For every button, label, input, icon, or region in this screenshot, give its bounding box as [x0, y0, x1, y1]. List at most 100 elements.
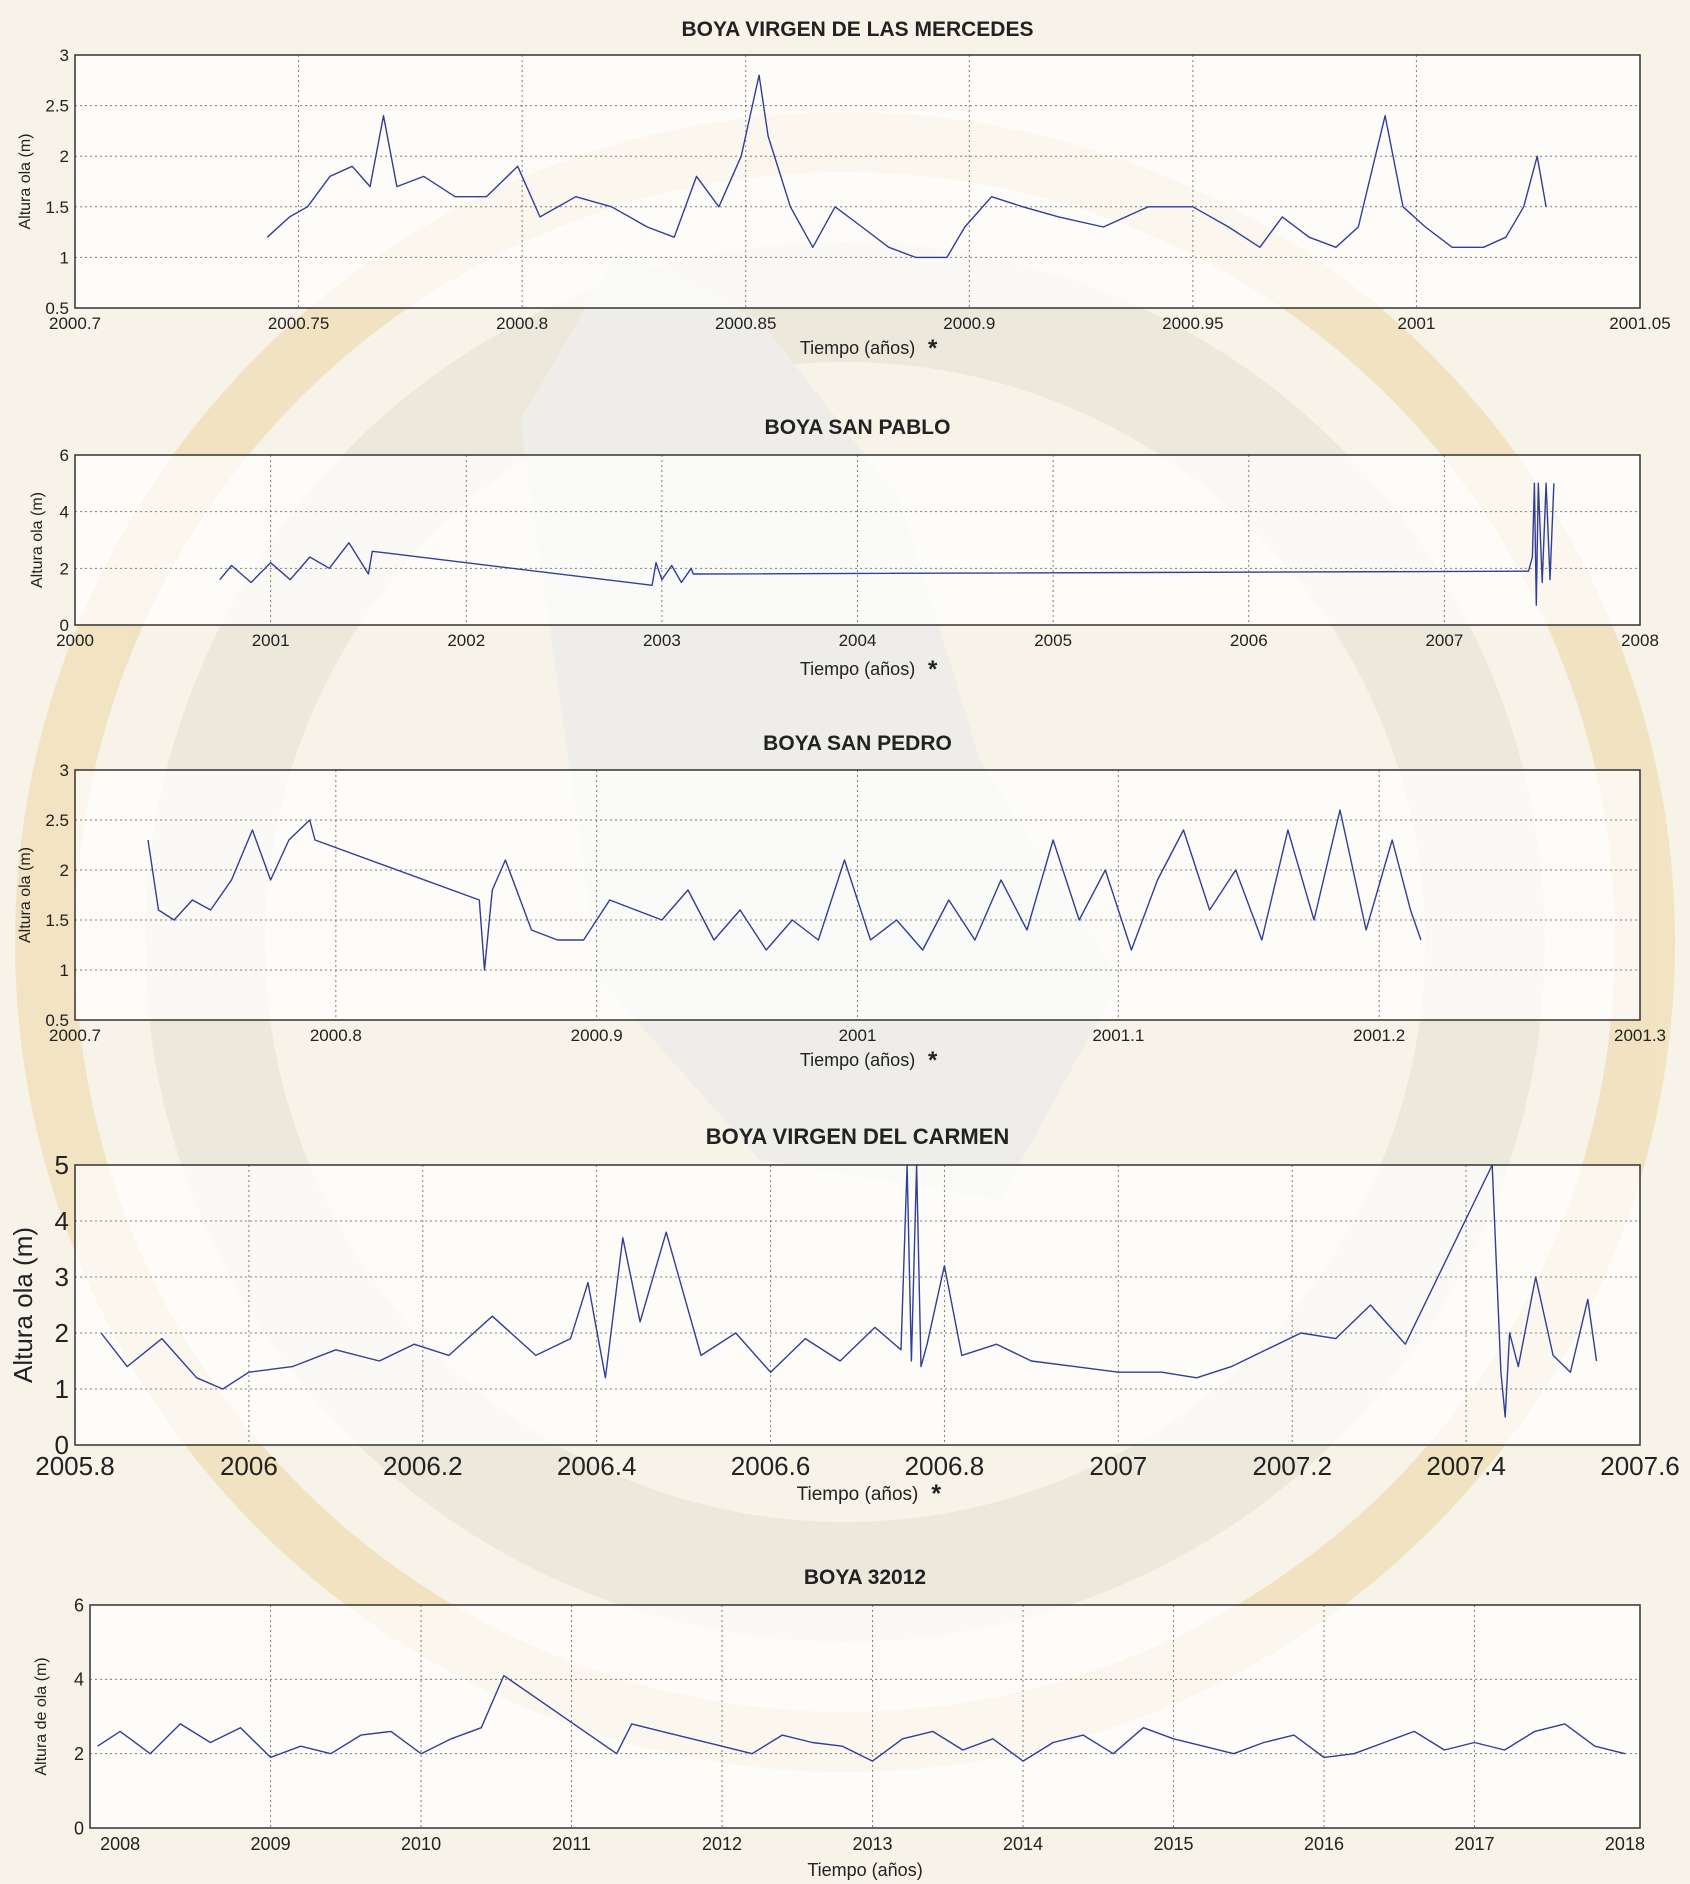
x-tick-label: 2000.7	[49, 314, 101, 333]
x-tick-label: 2001.3	[1614, 1026, 1666, 1045]
x-tick-label: 2005.8	[35, 1451, 115, 1481]
plot-frame	[74, 1164, 1641, 1446]
y-tick-label: 1.5	[45, 198, 69, 217]
chart-panel-4: 2005.8 2006 2006.2 2006.4 2006.6 2006.8 2007 20…	[8, 1124, 1680, 1508]
y-axis-label: Altura de ola (m)	[33, 1657, 50, 1775]
x-tick-label: 2000.75	[268, 314, 329, 333]
plot-frame	[89, 1604, 1641, 1829]
wave-height-series-line	[219, 482, 1555, 606]
chart-panel-2: 2000 2001 2002 2003 2004 2005 2006 2007 2008 0 2 4 6…	[29, 416, 1659, 683]
x-tick-label: 2005	[1034, 631, 1072, 650]
x-tick-label: 2000.8	[496, 314, 548, 333]
y-tick-label: 3	[60, 761, 69, 780]
x-tick-label: 2001.05	[1609, 314, 1670, 333]
wave-height-series-line	[147, 809, 1422, 971]
x-tick-label: 2001	[252, 631, 290, 650]
x-tick-label: 2000.7	[49, 1026, 101, 1045]
x-tick-label: 2012	[702, 1834, 742, 1854]
x-axis-label: Tiempo (años)	[807, 1860, 922, 1880]
x-tick-label: 2001	[839, 1026, 877, 1045]
plot-frame	[74, 769, 1641, 1021]
y-tick-label: 0	[60, 616, 69, 635]
x-tick-label: 2015	[1153, 1834, 1193, 1854]
y-tick-label: 2	[60, 559, 69, 578]
chart-panel-5: 2008 2009 2010 2011 2012 2013 2014 2015 2016 2017…	[33, 1566, 1645, 1880]
y-tick-label: 6	[74, 1595, 84, 1615]
y-tick-label: 2	[60, 147, 69, 166]
wave-height-series-line	[266, 74, 1547, 259]
x-tick-label: 2000.85	[715, 314, 776, 333]
x-tick-label: 2008	[1621, 631, 1659, 650]
y-axis-label: Altura ola (m)	[17, 847, 34, 943]
x-tick-label: 2007	[1089, 1451, 1147, 1481]
x-tick-label: 2000.9	[943, 314, 995, 333]
x-tick-label: 2006.2	[383, 1451, 463, 1481]
x-tick-label: 2003	[643, 631, 681, 650]
x-tick-label: 2001	[1398, 314, 1436, 333]
x-tick-label: 2007.4	[1426, 1451, 1506, 1481]
x-tick-label: 2000.9	[571, 1026, 623, 1045]
x-axis-label-asterisk: *	[931, 1480, 941, 1508]
x-tick-label: 2007.6	[1600, 1451, 1680, 1481]
y-tick-label: 3	[60, 46, 69, 65]
plot-area	[90, 1605, 1640, 1828]
plot-frame	[74, 454, 1641, 626]
x-axis-label: Tiempo (años)	[800, 338, 915, 358]
x-axis-label-asterisk: *	[928, 656, 938, 683]
y-tick-label: 0.5	[45, 1011, 69, 1030]
y-tick-label: 2.5	[45, 97, 69, 116]
x-tick-label: 2013	[853, 1834, 893, 1854]
y-tick-label: 2	[55, 1318, 69, 1348]
x-axis-label-asterisk: *	[928, 335, 938, 362]
x-tick-label: 2000.95	[1162, 314, 1223, 333]
x-tick-label: 2011	[552, 1834, 591, 1854]
y-tick-label: 2	[74, 1744, 84, 1764]
x-tick-label: 2014	[1003, 1834, 1043, 1854]
x-tick-label: 2002	[447, 631, 485, 650]
x-tick-label: 2001.2	[1353, 1026, 1405, 1045]
x-axis-label: Tiempo (años)	[800, 1050, 915, 1070]
chart-title: BOYA 32012	[804, 1566, 926, 1589]
chart-panel-1: 2000.7 2000.75 2000.8 2000.85 2000.9 2000.95 2…	[17, 18, 1671, 362]
x-tick-label: 2007	[1425, 631, 1463, 650]
x-tick-label: 2009	[251, 1834, 291, 1854]
y-tick-label: 1	[55, 1374, 69, 1404]
x-tick-label: 2008	[100, 1834, 140, 1854]
x-tick-label: 2000.8	[310, 1026, 362, 1045]
y-tick-label: 4	[74, 1670, 84, 1690]
x-tick-label: 2006	[220, 1451, 278, 1481]
x-tick-label: 2000	[56, 631, 94, 650]
x-tick-label: 2004	[839, 631, 877, 650]
plot-frame	[74, 54, 1641, 309]
chart-title: BOYA SAN PEDRO	[763, 732, 952, 755]
x-axis-label: Tiempo (años)	[797, 1484, 919, 1505]
y-axis-label: Altura ola (m)	[8, 1227, 38, 1383]
chart-panels: 2000.7 2000.75 2000.8 2000.85 2000.9 2000.95 2…	[8, 18, 1680, 1880]
y-tick-label: 4	[60, 503, 69, 522]
x-tick-label: 2006	[1230, 631, 1268, 650]
y-tick-label: 1	[60, 248, 69, 267]
y-tick-label: 1.5	[45, 911, 69, 930]
y-tick-label: 0	[74, 1818, 84, 1838]
plot-area	[75, 55, 1640, 308]
y-tick-label: 2.5	[45, 811, 69, 830]
x-tick-label: 2001.1	[1092, 1026, 1144, 1045]
x-tick-label: 2018	[1605, 1834, 1645, 1854]
x-tick-label: 2016	[1304, 1834, 1344, 1854]
chart-title: BOYA VIRGEN DEL CARMEN	[706, 1124, 1010, 1149]
x-tick-label: 2010	[401, 1834, 441, 1854]
y-tick-label: 2	[60, 861, 69, 880]
y-tick-label: 6	[60, 446, 69, 465]
y-axis-label: Altura ola (m)	[17, 133, 34, 229]
y-tick-label: 3	[55, 1262, 69, 1292]
y-tick-label: 0.5	[45, 299, 69, 318]
x-tick-label: 2017	[1454, 1834, 1494, 1854]
chart-panel-3: 2000.7 2000.8 2000.9 2001 2001.1 2001.2 2001.3…	[17, 732, 1666, 1074]
plot-area	[75, 1165, 1640, 1445]
y-tick-label: 4	[55, 1206, 69, 1236]
chart-title: BOYA SAN PABLO	[765, 416, 951, 439]
chart-title: BOYA VIRGEN DE LAS MERCEDES	[681, 18, 1033, 41]
x-tick-label: 2006.4	[557, 1451, 637, 1481]
wave-height-series-line	[97, 1674, 1626, 1762]
x-tick-label: 2006.6	[731, 1451, 811, 1481]
